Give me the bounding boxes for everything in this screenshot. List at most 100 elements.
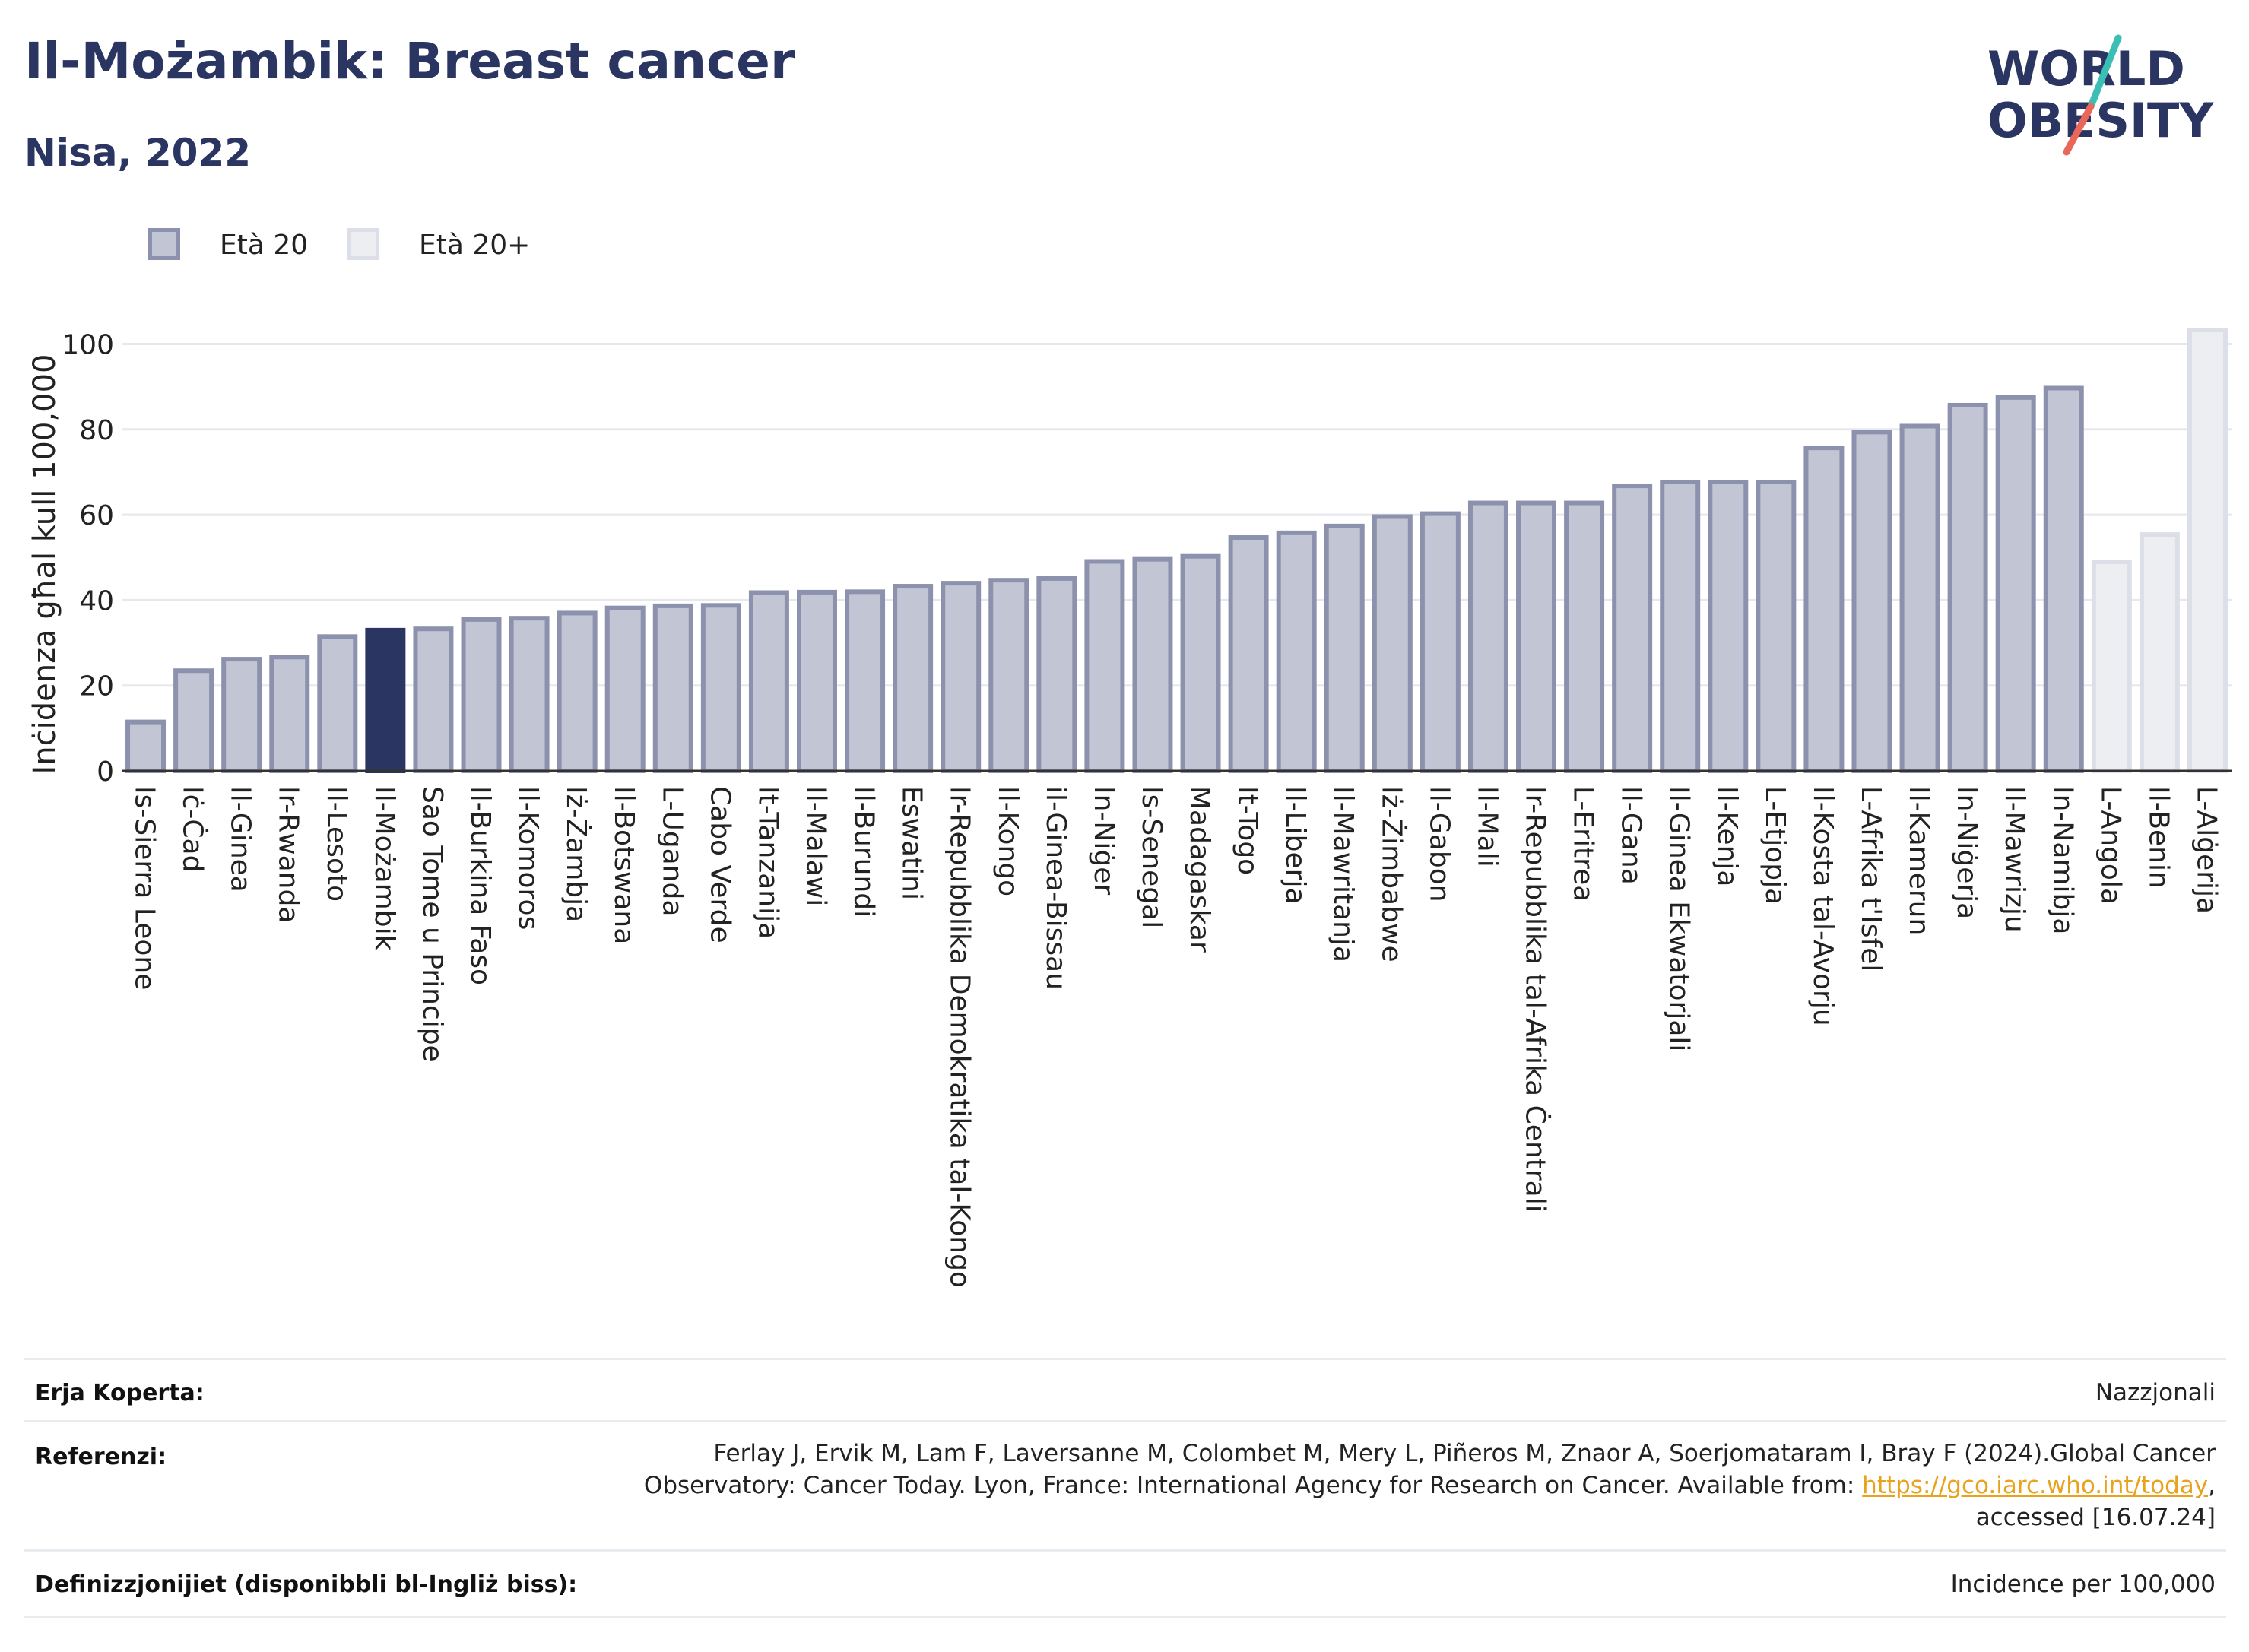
legend-swatch-age-20-plus xyxy=(347,228,379,260)
references-row: Referenzi: Ferlay J, Ervik M, Lam F, Lav… xyxy=(24,1420,2226,1552)
bar xyxy=(1516,500,1556,773)
y-tick-label: 100 xyxy=(62,329,114,360)
coverage-row: Erja Koperta: Nazzjonali xyxy=(24,1358,2226,1422)
bar xyxy=(1612,484,1653,773)
x-tick-label: Il-Kamerun xyxy=(1903,786,1934,935)
bar xyxy=(700,603,741,774)
x-tick-label: L-Afrika t'Isfel xyxy=(1855,786,1886,972)
y-tick-label: 20 xyxy=(79,671,114,702)
x-tick-label: L-Alġerija xyxy=(2190,786,2222,914)
bar xyxy=(1467,500,1508,773)
bar xyxy=(1036,576,1077,774)
y-tick-label: 80 xyxy=(79,415,114,446)
x-tick-label: Il-Burkina Faso xyxy=(465,786,496,985)
bar xyxy=(1324,523,1365,773)
x-tick-label: Il-Ginea xyxy=(225,786,256,893)
x-tick-label: Iż-Żimbabwe xyxy=(1375,786,1407,962)
bar xyxy=(1084,559,1125,773)
bar xyxy=(173,668,214,773)
legend-swatch-age-20 xyxy=(148,228,180,260)
x-tick-label: il-Ginea-Bissau xyxy=(1040,786,1071,990)
bar xyxy=(2043,385,2084,773)
y-tick-label: 0 xyxy=(97,756,114,788)
x-tick-label: L-Angola xyxy=(2095,786,2126,905)
x-tick-label: Ir-Rwanda xyxy=(273,786,304,923)
references-link[interactable]: https://gco.iarc.who.int/today xyxy=(1862,1472,2209,1499)
x-tick-label: Il-Ginea Ekwatorjali xyxy=(1664,786,1695,1051)
x-tick-label: Ir-Repubblika tal-Afrika Ċentrali xyxy=(1520,786,1552,1213)
legend-label-age-20: Età 20 xyxy=(220,230,309,261)
x-tick-label: It-Tanzanija xyxy=(752,786,783,939)
bar xyxy=(988,578,1029,773)
x-tick-label: Cabo Verde xyxy=(704,786,735,943)
legend-label-age-20-plus: Età 20+ xyxy=(419,230,531,261)
bar xyxy=(941,581,982,773)
x-tick-label: Iż-Żambja xyxy=(560,786,592,922)
definitions-value: Incidence per 100,000 xyxy=(1950,1571,2216,1598)
bar xyxy=(1803,446,1845,773)
bar xyxy=(604,605,646,773)
x-tick-label: In-Namibja xyxy=(2047,786,2078,934)
x-tick-label: It-Togo xyxy=(1232,786,1263,875)
x-tick-label: Madagaskar xyxy=(1184,786,1215,953)
bar xyxy=(2187,328,2228,774)
x-tick-label: L-Eritrea xyxy=(1568,786,1599,902)
x-tick-label: Il-Gabon xyxy=(1423,786,1454,902)
references-label: Referenzi: xyxy=(35,1444,167,1470)
bar xyxy=(1132,556,1173,773)
chart-title: Il-Możambik: Breast cancer xyxy=(24,32,795,90)
coverage-label: Erja Koperta: xyxy=(35,1380,205,1406)
x-tick-label: Il-Burundi xyxy=(849,786,880,918)
bar xyxy=(1660,480,1701,773)
coverage-value: Nazzjonali xyxy=(2095,1379,2216,1406)
x-tick-label: Il-Botswana xyxy=(608,786,639,944)
bar xyxy=(1851,430,1892,773)
bar xyxy=(1947,402,1988,773)
bar xyxy=(1276,530,1317,773)
bar xyxy=(509,616,550,773)
x-tick-label: Il-Mali xyxy=(1471,786,1502,867)
y-tick-label: 40 xyxy=(79,585,114,617)
x-tick-label: Sao Tome u Principe xyxy=(417,786,448,1062)
bar xyxy=(893,584,934,773)
x-tick-label: Ir-Repubblika Demokratika tal-Kongo xyxy=(944,786,975,1288)
bar xyxy=(1708,480,1749,773)
chart-subtitle: Nisa, 2022 xyxy=(24,131,252,175)
y-tick-label: 60 xyxy=(79,500,114,531)
x-tick-label: Il-Liberja xyxy=(1280,786,1311,905)
bar xyxy=(461,617,502,773)
x-tick-label: Il-Możambik xyxy=(369,786,400,951)
x-tick-label: Il-Malawi xyxy=(800,786,831,906)
x-tick-label: In-Niġerja xyxy=(1951,786,1982,919)
x-tick-label: Iċ-Ċad xyxy=(177,786,209,872)
x-tick-label: Il-Kosta tal-Avorju xyxy=(1807,786,1838,1026)
x-tick-label: L-Uganda xyxy=(656,786,687,916)
x-tick-label: Il-Mawritanja xyxy=(1328,786,1359,962)
x-tick-label: Is-Sierra Leone xyxy=(129,786,160,990)
bar xyxy=(1995,395,2036,773)
references-value: Ferlay J, Ervik M, Lam F, Laversanne M, … xyxy=(644,1438,2216,1533)
x-tick-label: L-Etjopja xyxy=(1759,786,1791,905)
x-tick-label: In-Niġer xyxy=(1088,786,1119,895)
references-line-2: Observatory: Cancer Today. Lyon, France:… xyxy=(644,1470,2216,1501)
bar xyxy=(269,655,310,773)
x-tick-label: Il-Komoros xyxy=(512,786,544,930)
x-tick-label: Il-Benin xyxy=(2143,786,2174,889)
bar xyxy=(845,589,886,773)
references-line-1: Ferlay J, Ervik M, Lam F, Laversanne M, … xyxy=(713,1440,2216,1467)
world-obesity-logo: WORLD OBESITY xyxy=(1987,34,2214,156)
bar xyxy=(413,626,454,774)
bar xyxy=(748,590,789,773)
x-tick-label: Eswatini xyxy=(896,786,928,900)
x-tick-label: Il-Kongo xyxy=(992,786,1023,896)
bar xyxy=(797,589,837,773)
definitions-label: Definizzjonijiet (disponibbli bl-Ingliż … xyxy=(35,1571,578,1598)
x-tick-label: Is-Senegal xyxy=(1136,786,1167,928)
bar xyxy=(1180,553,1221,773)
bar xyxy=(2139,532,2180,773)
bar xyxy=(652,603,693,773)
bar xyxy=(557,610,598,773)
bar-highlight xyxy=(365,627,406,773)
x-tick-label: Il-Gana xyxy=(1616,786,1647,885)
bar xyxy=(317,634,358,773)
